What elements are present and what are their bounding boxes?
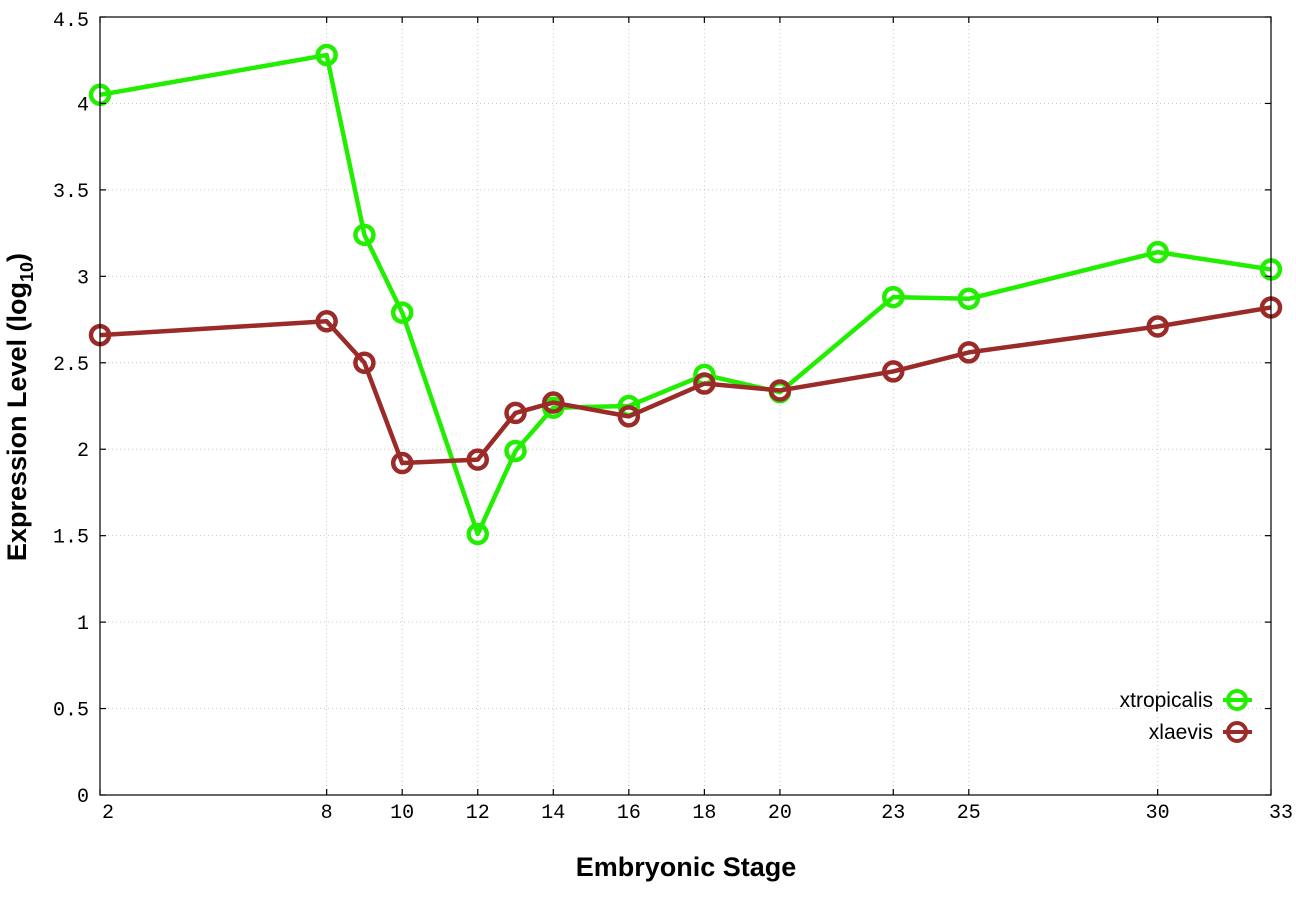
data-point-xlaevis bbox=[466, 448, 489, 471]
data-point-xtropicalis bbox=[353, 223, 376, 247]
y-axis-title-close: ) bbox=[2, 253, 32, 262]
y-tick-label: 0.5 bbox=[53, 700, 89, 723]
legend: xtropicalis xlaevis bbox=[1120, 689, 1252, 744]
x-tick-label: 33 bbox=[1269, 802, 1293, 825]
data-point-xlaevis bbox=[315, 310, 338, 333]
y-tick-label: 3.5 bbox=[53, 181, 89, 204]
data-point-xlaevis bbox=[768, 379, 792, 402]
series-layer bbox=[88, 43, 1283, 546]
data-point-xtropicalis bbox=[504, 439, 527, 463]
x-axis-title: Embryonic Stage bbox=[576, 852, 797, 882]
data-point-xlaevis bbox=[353, 351, 376, 375]
y-axis-title: Expression Level (log10) bbox=[2, 253, 37, 561]
x-tick-label: 10 bbox=[390, 802, 414, 825]
legend-marker-xlaevis bbox=[1226, 721, 1248, 743]
data-point-xlaevis bbox=[542, 391, 565, 414]
data-point-xlaevis bbox=[693, 372, 716, 395]
series-xtropicalis bbox=[88, 43, 1283, 546]
legend-marker-xtropicalis bbox=[1226, 689, 1248, 711]
data-point-xtropicalis bbox=[466, 522, 489, 546]
x-tick-label: 18 bbox=[692, 802, 716, 825]
data-point-xtropicalis bbox=[882, 285, 905, 309]
data-point-xlaevis bbox=[1146, 315, 1169, 338]
y-tick-label: 2.5 bbox=[53, 354, 89, 377]
x-tick-labels: 2 8 10 12 14 16 18 20 23 25 30 33 bbox=[102, 802, 1293, 825]
data-point-xlaevis bbox=[957, 341, 981, 364]
y-axis-title-main: Expression Level (log bbox=[2, 282, 32, 561]
y-tick-label: 3 bbox=[77, 267, 89, 290]
data-point-xlaevis bbox=[504, 401, 527, 425]
x-tick-label: 14 bbox=[541, 802, 565, 825]
data-point-xtropicalis bbox=[1146, 240, 1169, 264]
x-tick-label: 25 bbox=[957, 802, 981, 825]
x-tick-label: 30 bbox=[1146, 802, 1170, 825]
y-axis-title-subscript: 10 bbox=[17, 262, 37, 282]
y-tick-labels: 0 0.5 1 1.5 2 2.5 3 3.5 4 4.5 bbox=[53, 10, 89, 809]
x-tick-label: 20 bbox=[768, 802, 792, 825]
series-line-xtropicalis bbox=[99, 52, 1272, 537]
data-point-xtropicalis bbox=[957, 287, 981, 311]
y-tick-label: 2 bbox=[77, 440, 89, 463]
y-tick-label: 1 bbox=[77, 613, 89, 636]
y-tick-label: 1.5 bbox=[53, 527, 89, 550]
y-tick-label: 4.5 bbox=[53, 10, 89, 33]
plot-frame bbox=[99, 16, 1272, 796]
data-point-xtropicalis bbox=[390, 301, 414, 324]
gridlines bbox=[100, 17, 1271, 795]
x-tick-label: 8 bbox=[321, 802, 333, 825]
legend-label-xlaevis: xlaevis bbox=[1149, 721, 1213, 744]
y-tick-label: 4 bbox=[77, 94, 89, 117]
series-xlaevis bbox=[88, 296, 1283, 475]
data-point-xlaevis bbox=[882, 360, 905, 383]
x-tick-label: 12 bbox=[466, 802, 490, 825]
x-tick-label: 23 bbox=[881, 802, 905, 825]
data-point-xtropicalis bbox=[315, 43, 338, 67]
data-point-xlaevis bbox=[617, 405, 641, 428]
axis-ticks bbox=[99, 16, 1272, 796]
x-tick-label: 2 bbox=[102, 802, 114, 825]
x-tick-label: 16 bbox=[617, 802, 641, 825]
series-line-xlaevis bbox=[99, 305, 1272, 466]
y-tick-label: 0 bbox=[77, 786, 89, 809]
data-point-xlaevis bbox=[390, 451, 414, 475]
legend-label-xtropicalis: xtropicalis bbox=[1120, 689, 1213, 712]
